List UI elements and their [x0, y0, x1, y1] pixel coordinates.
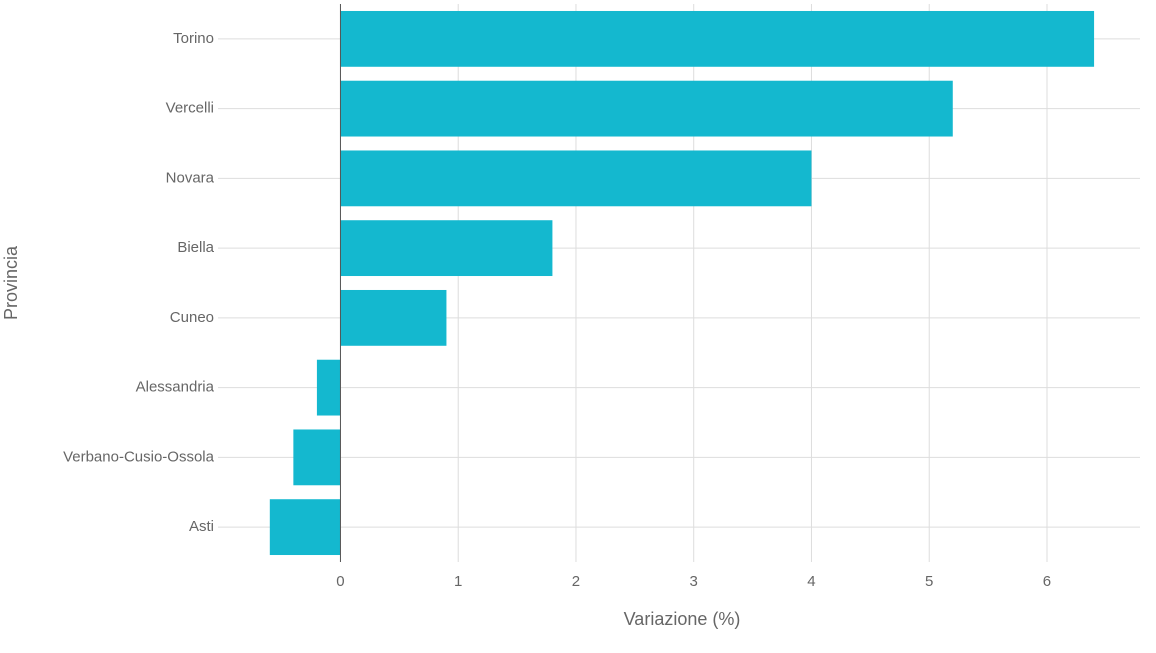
bar [316, 359, 341, 416]
x-tick-label: 3 [690, 573, 698, 590]
y-tick-label: Cuneo [170, 309, 214, 326]
x-tick-label: 1 [454, 573, 462, 590]
x-tick-label: 4 [807, 573, 815, 590]
x-tick-label: 5 [925, 573, 933, 590]
bar [340, 289, 447, 346]
x-tick-label: 0 [336, 573, 344, 590]
x-tick-label: 6 [1043, 573, 1051, 590]
bar [340, 10, 1095, 67]
y-tick-label: Alessandria [136, 379, 215, 396]
bar [293, 429, 341, 486]
y-tick-label: Vercelli [166, 100, 214, 117]
y-tick-label: Asti [189, 518, 214, 535]
x-axis-title: Variazione (%) [624, 609, 741, 629]
y-tick-label: Biella [177, 239, 214, 256]
bar [340, 150, 812, 207]
y-tick-label: Torino [173, 30, 214, 47]
bar [340, 220, 553, 277]
y-tick-label: Verbano-Cusio-Ossola [63, 448, 215, 465]
bar [269, 499, 341, 556]
x-tick-label: 2 [572, 573, 580, 590]
bar [340, 80, 953, 137]
y-axis-title: Provincia [1, 245, 21, 320]
y-tick-label: Novara [166, 169, 215, 186]
